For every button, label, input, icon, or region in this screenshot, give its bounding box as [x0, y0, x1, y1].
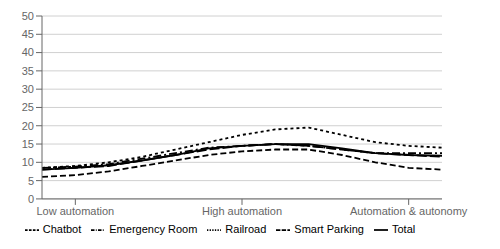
svg-text:40: 40 [22, 46, 34, 58]
html-text:Chatbot: Chatbot [42, 222, 82, 235]
svg-text:Automation & autonomy: Automation & autonomy [350, 205, 468, 217]
svg-text:45: 45 [22, 28, 34, 40]
svg-text:50: 50 [22, 10, 34, 22]
svg-text:30: 30 [22, 83, 34, 95]
html-text:Total: Total [392, 222, 416, 235]
svg-text:15: 15 [22, 138, 34, 150]
svg-text:0: 0 [28, 193, 34, 205]
html-text:Emergency Room: Emergency Room [109, 222, 198, 235]
svg-text:5: 5 [28, 175, 34, 187]
svg-text:10: 10 [22, 156, 34, 168]
svg-text:High automation: High automation [202, 205, 282, 217]
svg-text:20: 20 [22, 120, 34, 132]
svg-text:25: 25 [22, 101, 34, 113]
svg-text:35: 35 [22, 65, 34, 77]
html-text:Smart Parking: Smart Parking [294, 222, 364, 235]
html-text:Railroad: Railroad [225, 222, 267, 235]
svg-text:Low automation: Low automation [36, 205, 114, 217]
